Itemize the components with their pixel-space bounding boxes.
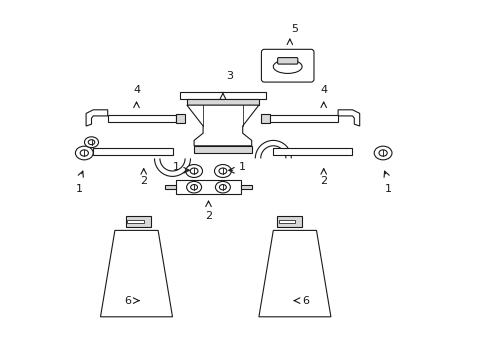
Polygon shape <box>101 230 172 317</box>
Text: 2: 2 <box>204 211 212 221</box>
Polygon shape <box>179 92 265 99</box>
Text: 1: 1 <box>384 184 391 194</box>
Ellipse shape <box>219 168 226 174</box>
Ellipse shape <box>80 150 88 156</box>
Text: 6: 6 <box>124 296 131 306</box>
Ellipse shape <box>219 185 226 190</box>
Text: 2: 2 <box>140 176 147 186</box>
Polygon shape <box>241 185 251 189</box>
Text: 1: 1 <box>239 162 245 172</box>
Ellipse shape <box>273 60 302 73</box>
FancyBboxPatch shape <box>277 58 297 64</box>
Polygon shape <box>276 216 302 227</box>
Ellipse shape <box>88 140 95 145</box>
Polygon shape <box>176 114 185 123</box>
Ellipse shape <box>186 181 201 193</box>
Polygon shape <box>262 115 337 122</box>
Polygon shape <box>125 216 151 227</box>
Text: 6: 6 <box>302 296 308 306</box>
Ellipse shape <box>185 165 202 177</box>
Ellipse shape <box>215 181 230 193</box>
Polygon shape <box>260 114 269 123</box>
Ellipse shape <box>190 185 197 190</box>
Text: 5: 5 <box>291 24 298 34</box>
Ellipse shape <box>373 146 391 160</box>
Polygon shape <box>107 115 176 122</box>
Polygon shape <box>278 220 294 223</box>
Polygon shape <box>127 220 143 223</box>
Text: 3: 3 <box>226 71 233 81</box>
Polygon shape <box>273 148 352 155</box>
Polygon shape <box>93 148 172 155</box>
Text: 4: 4 <box>133 85 140 95</box>
Polygon shape <box>86 110 107 126</box>
Text: 1: 1 <box>172 162 179 172</box>
Ellipse shape <box>190 168 198 174</box>
Polygon shape <box>176 180 241 194</box>
Ellipse shape <box>84 137 98 148</box>
Polygon shape <box>258 230 330 317</box>
Ellipse shape <box>214 165 231 177</box>
Polygon shape <box>186 105 258 146</box>
Polygon shape <box>165 185 176 189</box>
Polygon shape <box>194 146 251 153</box>
Polygon shape <box>186 99 258 105</box>
Text: 1: 1 <box>75 184 82 194</box>
Text: 2: 2 <box>320 176 326 186</box>
Text: 4: 4 <box>320 85 326 95</box>
FancyBboxPatch shape <box>261 49 313 82</box>
Polygon shape <box>337 110 359 126</box>
Ellipse shape <box>75 146 93 160</box>
Ellipse shape <box>378 150 386 156</box>
